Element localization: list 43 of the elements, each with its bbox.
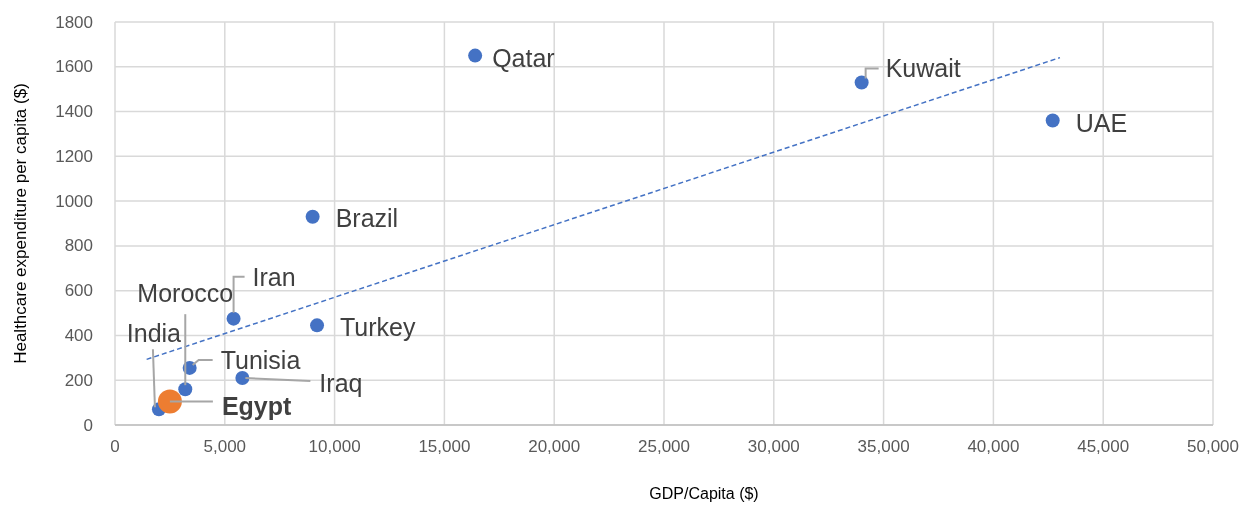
point (854, 75, 869, 90)
point (1045, 113, 1060, 128)
point (305, 209, 320, 224)
x-tick-label: 50,000 (1187, 437, 1239, 456)
x-tick-label: 45,000 (1077, 437, 1130, 456)
x-tick-label: 40,000 (967, 437, 1020, 456)
y-tick-label: 200 (64, 370, 93, 390)
point (157, 389, 182, 414)
point (468, 48, 483, 63)
x-tick-label: 20,000 (528, 437, 581, 456)
y-axis-title: Healthcare expenditure per capita ($) (11, 83, 30, 364)
data-label: Iraq (319, 368, 363, 397)
data-label: Morocco (137, 279, 234, 308)
x-tick-label: 0 (110, 437, 120, 456)
data-label: UAE (1075, 108, 1128, 137)
x-tick-label: 35,000 (857, 437, 910, 456)
data-label: Qatar (492, 43, 555, 72)
x-tick-label: 25,000 (638, 437, 690, 456)
point (226, 311, 241, 326)
y-tick-label: 1800 (55, 12, 93, 32)
y-tick-label: 1600 (55, 57, 93, 77)
y-tick-label: 1200 (55, 146, 93, 166)
y-tick-label: 600 (64, 281, 93, 301)
x-tick-label: 15,000 (418, 437, 471, 456)
data-label: Turkey (340, 313, 417, 342)
y-tick-label: 0 (83, 415, 93, 435)
y-tick-label: 400 (64, 325, 93, 345)
y-tick-label: 800 (64, 236, 93, 256)
x-tick-label: 30,000 (747, 437, 800, 456)
data-label: India (126, 319, 182, 348)
point (178, 382, 193, 397)
data-label: Tunisia (220, 345, 301, 374)
data-label: Brazil (335, 203, 399, 232)
data-label: Egypt (221, 392, 293, 421)
x-tick-label: 10,000 (308, 437, 361, 456)
x-tick-label: 5,000 (203, 437, 247, 456)
data-label: Kuwait (885, 54, 961, 83)
y-tick-label: 1000 (55, 191, 93, 211)
data-label: Iran (252, 262, 296, 291)
point (235, 370, 250, 385)
y-tick-label: 1400 (55, 102, 93, 122)
x-axis-title: GDP/Capita ($) (649, 485, 759, 502)
point (310, 318, 325, 333)
